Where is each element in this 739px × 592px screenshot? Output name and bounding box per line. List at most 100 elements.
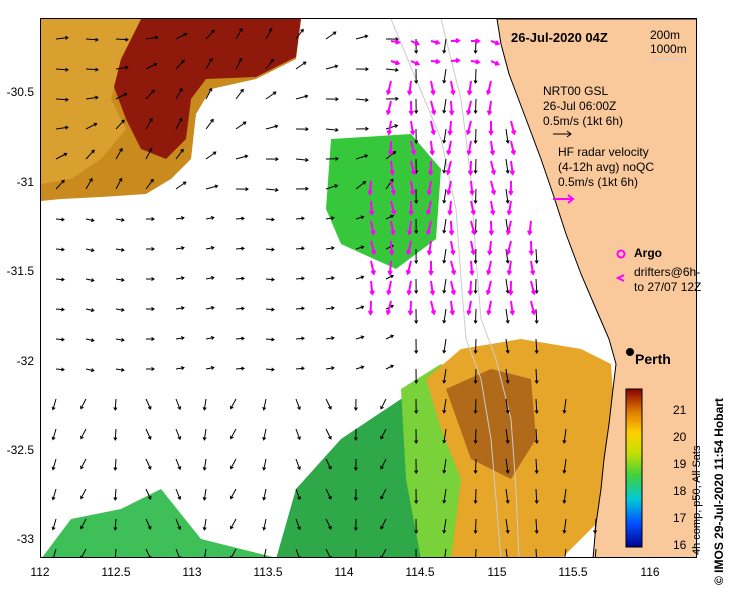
gsl-arrow — [265, 277, 275, 282]
gsl-arrow — [262, 458, 267, 471]
radar-arrow — [405, 260, 412, 276]
gsl-arrow — [205, 184, 219, 190]
gsl-arrow — [55, 125, 69, 130]
gsl-arrow — [353, 428, 358, 441]
gsl-arrow — [414, 398, 419, 414]
radar-arrow — [450, 280, 457, 296]
gsl-arrow — [175, 246, 185, 251]
radar-arrow — [430, 39, 441, 46]
isobaths — [390, 19, 520, 557]
lat-tick: -32 — [16, 354, 34, 368]
gsl-arrow — [230, 488, 237, 500]
gsl-arrow — [175, 306, 185, 311]
radar-arrow — [430, 300, 437, 316]
gsl-arrow — [534, 518, 539, 534]
radar-arrow — [450, 240, 456, 256]
gsl-arrow — [115, 247, 125, 252]
radar-arrow — [388, 240, 395, 256]
radar-arrow — [469, 180, 475, 196]
gsl-arrow — [385, 96, 399, 101]
gsl-arrow — [235, 187, 249, 192]
gsl-arrow — [205, 57, 213, 70]
gsl-arrow — [235, 121, 247, 130]
radar-arrow — [505, 220, 512, 236]
radar-arrow — [390, 60, 401, 66]
gsl-arrow — [505, 488, 510, 504]
gsl-arrow — [113, 458, 118, 471]
sst-patch-amber-northwest — [41, 19, 141, 184]
gsl-arrow — [385, 67, 399, 72]
radar-arrow — [506, 200, 513, 216]
gsl-arrow — [325, 398, 332, 410]
gsl-arrow — [414, 98, 419, 114]
gsl-arrow — [355, 245, 365, 250]
gsl-arrow — [442, 128, 447, 144]
gsl-arrow — [295, 246, 305, 251]
radar-arrow — [409, 120, 416, 136]
drifter-icon — [615, 274, 625, 282]
gsl-arrow — [55, 152, 68, 160]
gsl-arrow — [85, 67, 99, 72]
gsl-arrow — [475, 548, 477, 557]
radar-arrow — [509, 300, 516, 316]
gsl-arrow — [114, 548, 117, 557]
radar-arrow — [490, 160, 497, 176]
gsl-arrow — [55, 337, 65, 342]
gsl-arrow — [113, 488, 118, 501]
gsl-arrow — [230, 428, 237, 440]
radar-arrow — [430, 58, 441, 65]
gsl-arrow — [473, 188, 478, 204]
gsl-arrow — [265, 337, 275, 342]
gsl-arrow — [295, 306, 305, 311]
gsl-arrow — [205, 29, 215, 40]
gsl-arrow — [295, 216, 305, 221]
gsl-arrow — [414, 128, 419, 144]
gsl-arrow — [55, 367, 65, 372]
sst-patch-cool-southwest-2 — [42, 489, 273, 557]
perth-marker — [626, 348, 634, 356]
gsl-arrow — [473, 98, 478, 114]
gsl-arrow — [564, 548, 567, 557]
gsl-arrow — [265, 367, 275, 372]
gsl-arrow — [414, 518, 419, 534]
gsl-arrow — [265, 247, 275, 252]
radar-arrow — [385, 100, 392, 116]
radar-arrow — [486, 100, 493, 116]
gsl-arrow — [442, 458, 447, 474]
radar-arrow — [485, 280, 492, 296]
gsl-arrow — [295, 61, 307, 70]
radar-arrow — [387, 140, 394, 156]
radar-arrow — [448, 220, 455, 236]
gsl-arrow — [442, 368, 447, 384]
gsl-arrow — [265, 307, 275, 312]
radar-arrow — [466, 80, 473, 96]
gsl-arrow — [473, 278, 478, 294]
radar-arrow — [430, 80, 436, 96]
radar-arrow — [528, 240, 535, 256]
gsl-arrow — [115, 147, 123, 160]
radar-arrow — [410, 140, 417, 156]
gsl-arrow — [562, 398, 567, 414]
gsl-arrow — [325, 428, 332, 440]
gsl-arrow — [380, 458, 387, 470]
gsl-arrow — [505, 458, 510, 474]
gsl-scale-label: 0.5m/s (1kt 6h) — [543, 114, 624, 128]
gsl-arrow — [85, 37, 99, 42]
radar-arrow — [406, 220, 413, 236]
radar-arrow — [448, 100, 455, 116]
gsl-arrow — [534, 458, 539, 474]
radar-arrow — [466, 140, 472, 156]
gsl-arrow — [355, 126, 369, 131]
gsl-arrow — [145, 89, 155, 100]
lon-tick: 116 — [640, 565, 660, 579]
gsl-arrow — [205, 245, 215, 250]
gsl-arrow — [442, 248, 447, 264]
gsl-arrow — [80, 398, 87, 410]
radar-arrow — [446, 140, 452, 156]
gsl-arrow — [325, 458, 332, 470]
lon-tick: 114 — [334, 565, 354, 579]
gsl-arrow — [55, 97, 69, 102]
gsl-arrow — [175, 366, 185, 371]
radar-arrow — [405, 240, 412, 256]
gsl-arrow — [414, 218, 419, 234]
